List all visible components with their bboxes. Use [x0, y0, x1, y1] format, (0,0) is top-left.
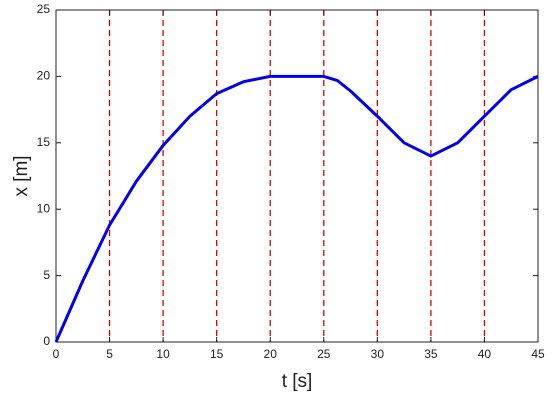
line-series	[54, 74, 539, 343]
y-tick-label: 5	[43, 268, 50, 282]
x-tick-label: 30	[371, 347, 385, 361]
x-tick-label: 20	[264, 347, 278, 361]
y-tick-label: 20	[37, 69, 51, 83]
x-tick-label: 15	[210, 347, 224, 361]
x-tick-label: 0	[53, 347, 60, 361]
x-tick-label: 10	[156, 347, 170, 361]
x-tick-label: 5	[106, 347, 113, 361]
plot-area	[56, 10, 538, 342]
x-tick-label: 40	[478, 347, 492, 361]
x-tick-label: 25	[317, 347, 331, 361]
x-tick-label: 45	[531, 347, 545, 361]
x-axis-label: t [s]	[282, 371, 313, 392]
y-tick-label: 15	[37, 135, 51, 149]
y-tick-label: 25	[37, 2, 51, 16]
plot-frame	[55, 9, 539, 343]
y-tick-label: 10	[37, 201, 51, 215]
y-tick-label: 0	[43, 334, 50, 348]
x-tick-label: 35	[424, 347, 438, 361]
y-axis-label: x [m]	[11, 155, 32, 196]
